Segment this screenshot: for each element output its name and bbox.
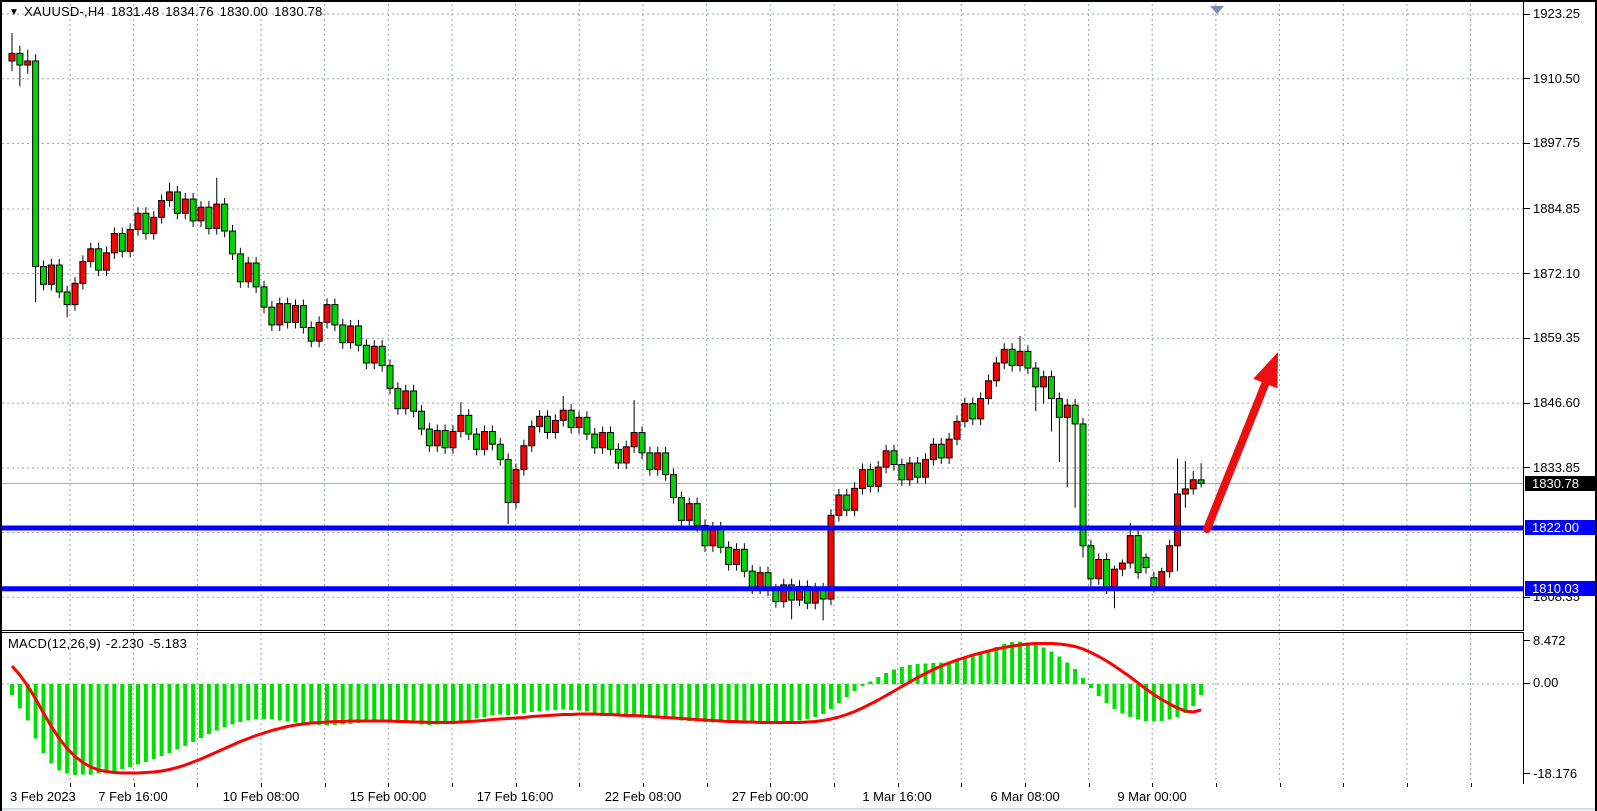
macd-main-value: -2.230 (105, 636, 144, 651)
price-tick-1884.85-tick (1524, 208, 1530, 209)
macd-panel[interactable]: MACD(12,26,9) -2.230 -5.183 (2, 632, 1524, 784)
time-tick (260, 783, 262, 787)
macd-tick-8.472: 8.472 (1533, 632, 1566, 648)
time-tick (1406, 783, 1408, 787)
time-tick (70, 783, 71, 787)
price-tick-1897.75: 1897.75 (1533, 135, 1580, 151)
price-tick-1833.85-tick (1524, 467, 1530, 468)
trend-arrow[interactable] (1203, 352, 1278, 533)
time-tick (579, 783, 581, 787)
time-tick (451, 783, 453, 787)
price-tick-1846.60: 1846.60 (1533, 395, 1580, 411)
time-tick (1343, 783, 1345, 787)
time-axis[interactable]: 3 Feb 2023 7 Feb 16:00 10 Feb 08:00 15 Feb … (2, 783, 1523, 809)
time-label-3-Feb-2023: 3 Feb 2023 (10, 789, 76, 804)
time-tick (324, 783, 326, 787)
price-tick-1872.10-tick (1524, 273, 1530, 274)
price-tick-1910.50-tick (1524, 78, 1530, 79)
candlestick-series (8, 33, 1205, 621)
time-tick (133, 783, 135, 787)
quote-high: 1834.76 (165, 4, 214, 19)
time-tick (897, 783, 899, 787)
price-tick-1923.25-tick (1524, 14, 1530, 15)
time-label-6-Mar-08-00: 6 Mar 08:00 (990, 789, 1060, 804)
quote-open: 1831.48 (110, 4, 160, 19)
time-tick (642, 783, 644, 787)
macd-gridlines (2, 633, 1523, 783)
macd-tick--18.176: -18.176 (1533, 765, 1578, 781)
main-gridlines (2, 4, 1523, 630)
macd-signal-line (10, 642, 1202, 775)
time-label-22-Feb-08-00: 22 Feb 08:00 (604, 789, 682, 804)
macd-tick-0.00-tick (1524, 683, 1530, 684)
macd-histogram (10, 641, 1204, 775)
time-tick (1470, 783, 1472, 787)
price-tick-1897.75-tick (1524, 143, 1530, 144)
macd-tick-8.472-tick (1524, 640, 1530, 641)
macd-name: MACD(12,26,9) (8, 636, 101, 651)
chart-title: ▼ XAUUSD-,H4 1831.48 1834.76 1830.00 1830.78 (9, 4, 328, 34)
symbol-dropdown-icon[interactable]: ▼ (9, 7, 20, 18)
time-tick (833, 783, 835, 787)
macd-indicator-label: MACD(12,26,9) -2.230 -5.183 (8, 636, 192, 651)
macd-tick-0.00: 0.00 (1533, 675, 1559, 690)
price-tick-1833.85: 1833.85 (1533, 459, 1580, 475)
price-tick-1846.60-tick (1524, 403, 1530, 404)
current-price-badge: 1830.78 (1525, 475, 1595, 491)
price-axis[interactable]: 1923.25 1910.50 1897.75 1884.85 1872.10 1859.… (1524, 2, 1595, 811)
time-tick (1279, 783, 1281, 787)
time-tick (1152, 783, 1154, 787)
macd-tick--18.176-tick (1524, 773, 1530, 774)
time-label-1-Mar-16-00: 1 Mar 16:00 (862, 789, 932, 804)
price-tick-1872.10: 1872.10 (1533, 265, 1580, 281)
time-tick (770, 783, 772, 787)
time-tick (388, 783, 390, 787)
price-chart-panel[interactable]: ▼ XAUUSD-,H4 1831.48 1834.76 1830.00 1830.78 (2, 2, 1524, 631)
time-tick (1088, 783, 1090, 787)
macd-signal-value: -5.183 (148, 636, 188, 651)
time-label-7-Feb-16-00: 7 Feb 16:00 (98, 789, 168, 804)
time-label-27-Feb-00-00: 27 Feb 00:00 (731, 789, 809, 804)
chart-shift-marker-icon (1210, 6, 1224, 14)
price-tick-1808.35-tick (1524, 597, 1530, 598)
price-chart-canvas (2, 4, 1523, 630)
window-bottom-strip (2, 808, 1595, 811)
time-tick (706, 783, 708, 787)
level-badge-1822.00: 1822.00 (1525, 520, 1595, 536)
time-tick (1024, 783, 1026, 787)
price-tick-1859.35-tick (1524, 338, 1530, 339)
quote-low: 1830.00 (219, 4, 269, 19)
time-label-15-Feb-00-00: 15 Feb 00:00 (349, 789, 427, 804)
price-tick-1884.85: 1884.85 (1533, 200, 1580, 216)
price-tick-1859.35: 1859.35 (1533, 330, 1580, 346)
time-label-9-Mar-00-00: 9 Mar 00:00 (1117, 789, 1187, 804)
chart-symbol-period: XAUUSD-,H4 (24, 4, 105, 19)
time-label-17-Feb-16-00: 17 Feb 16:00 (476, 789, 554, 804)
macd-canvas (2, 633, 1523, 783)
level-badge-1810.03: 1810.03 (1525, 581, 1595, 597)
quote-close: 1830.78 (274, 4, 323, 19)
time-tick (515, 783, 517, 787)
price-tick-1923.25: 1923.25 (1533, 6, 1580, 21)
time-tick (197, 783, 199, 787)
price-tick-1910.50: 1910.50 (1533, 70, 1580, 86)
time-tick (1215, 783, 1217, 787)
time-label-10-Feb-08-00: 10 Feb 08:00 (222, 789, 300, 804)
time-tick (961, 783, 963, 787)
